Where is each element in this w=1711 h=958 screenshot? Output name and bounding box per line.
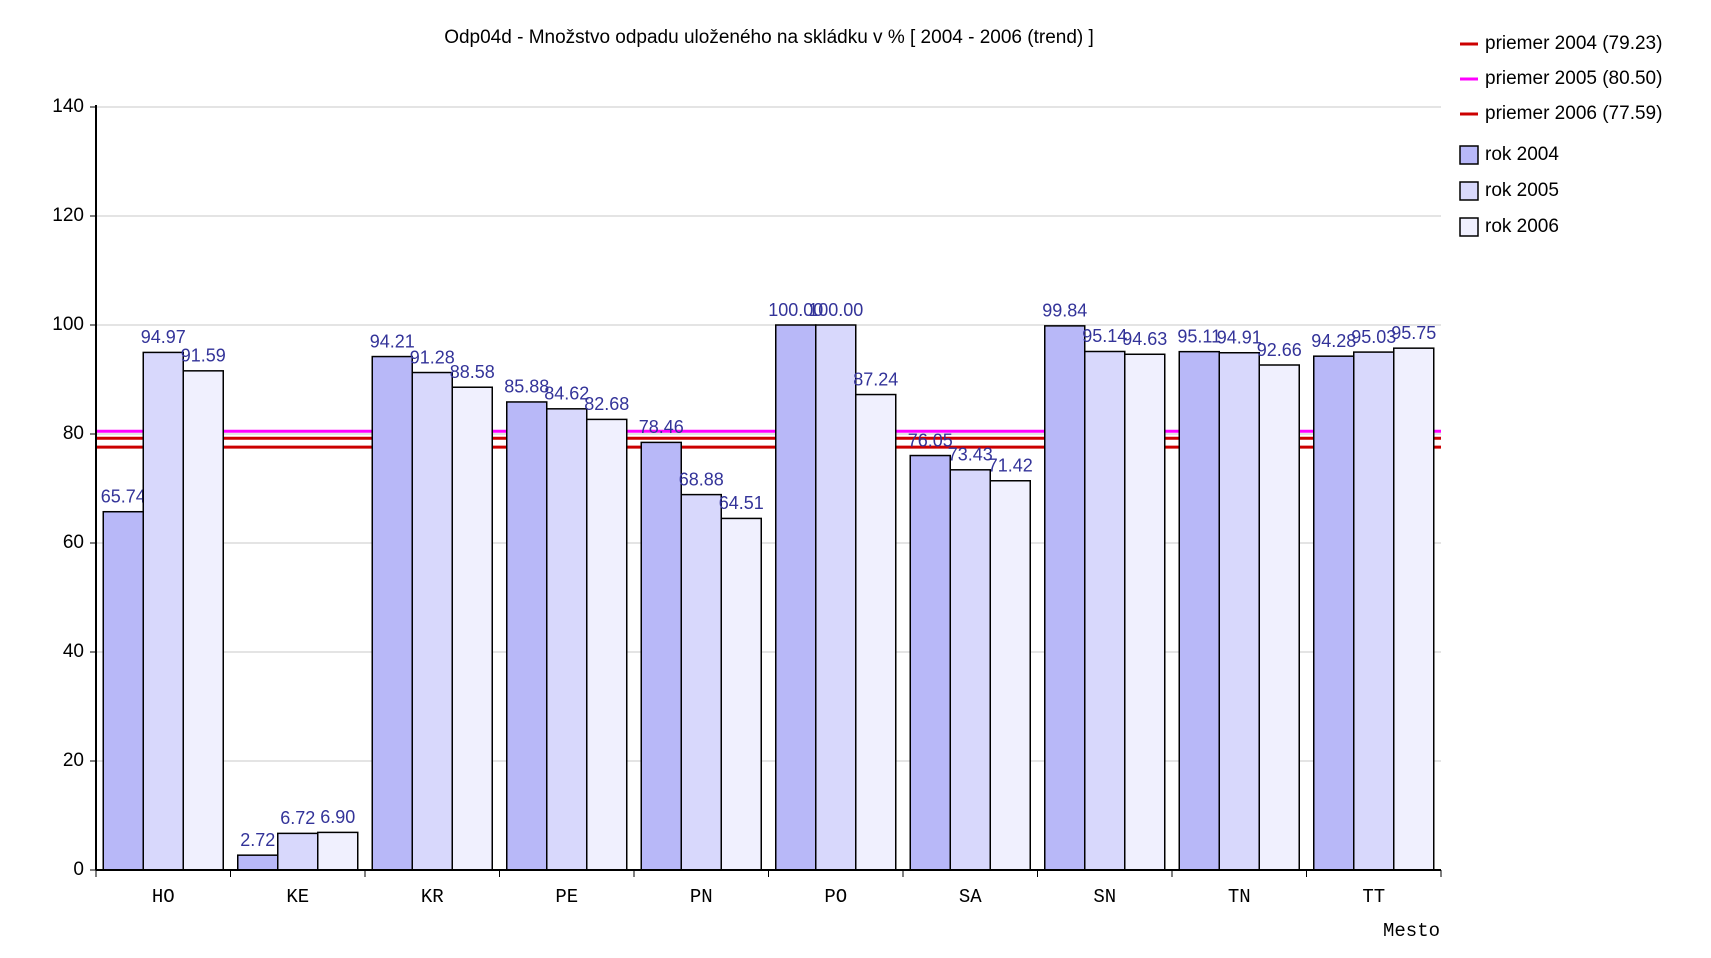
value-label: 84.62: [544, 384, 589, 404]
value-label: 88.58: [450, 362, 495, 382]
value-label: 78.46: [639, 417, 684, 437]
value-label: 100.00: [808, 300, 863, 320]
bar: [1353, 351, 1395, 871]
bar: [546, 408, 588, 871]
y-tick-label: 40: [63, 641, 84, 662]
bar: [102, 510, 144, 871]
bar: [237, 854, 279, 871]
bar: [720, 517, 762, 871]
value-label: 94.28: [1311, 331, 1356, 351]
value-label: 6.72: [280, 808, 315, 828]
bar: [411, 371, 453, 871]
legend-label: rok 2006: [1485, 216, 1559, 237]
bar: [855, 393, 897, 871]
x-tick-label: TN: [1228, 886, 1251, 908]
value-label: 94.91: [1217, 327, 1262, 347]
chart-title: Odp04d - Množstvo odpadu uloženého na sk…: [444, 27, 1094, 48]
value-label: 94.97: [141, 327, 186, 347]
value-label: 91.59: [181, 346, 226, 366]
y-tick-label: 20: [63, 750, 84, 771]
value-label: 95.75: [1391, 323, 1436, 343]
value-label: 6.90: [320, 807, 355, 827]
bar: [317, 831, 359, 871]
value-label: 76.05: [908, 430, 953, 450]
bar: [1178, 350, 1220, 871]
y-tick-label: 80: [63, 423, 84, 444]
legend-label: priemer 2005 (80.50): [1485, 68, 1662, 89]
bar: [371, 355, 413, 871]
bar: [1084, 350, 1126, 871]
bar: [1258, 364, 1300, 871]
bar: [1313, 355, 1355, 871]
x-tick-label: HO: [152, 886, 175, 908]
bar: [1124, 353, 1166, 871]
x-tick-label: PO: [824, 886, 847, 908]
x-tick-label: PE: [555, 886, 578, 908]
value-label: 94.63: [1122, 329, 1167, 349]
value-label: 73.43: [948, 445, 993, 465]
legend-swatch: [1459, 181, 1479, 201]
y-tick-label: 0: [73, 859, 84, 880]
legend-label: rok 2004: [1485, 144, 1559, 165]
value-label: 68.88: [679, 469, 724, 489]
legend-swatch: [1459, 217, 1479, 237]
y-tick-label: 140: [52, 96, 84, 117]
y-tick-label: 120: [52, 205, 84, 226]
value-label: 87.24: [853, 369, 898, 389]
x-tick-label: PN: [690, 886, 713, 908]
value-label: 71.42: [988, 456, 1033, 476]
legend-label: rok 2005: [1485, 180, 1559, 201]
y-tick-label: 100: [52, 314, 84, 335]
bar: [815, 324, 857, 871]
value-label: 64.51: [719, 493, 764, 513]
bar: [182, 370, 224, 871]
value-label: 65.74: [101, 486, 146, 506]
legend-label: priemer 2006 (77.59): [1485, 103, 1662, 124]
bar: [775, 324, 817, 871]
x-axis-label: Mesto: [1383, 920, 1440, 942]
bar: [909, 454, 951, 871]
x-tick-label: SN: [1093, 886, 1116, 908]
value-label: 82.68: [584, 394, 629, 414]
value-label: 95.11: [1177, 326, 1221, 346]
bar: [680, 493, 722, 871]
x-tick-label: KE: [286, 886, 309, 908]
bar: [142, 351, 184, 871]
y-tick-label: 60: [63, 532, 84, 553]
legend-swatch: [1459, 145, 1479, 165]
value-label: 94.21: [370, 331, 415, 351]
bar: [989, 480, 1031, 871]
value-label: 99.84: [1042, 301, 1087, 321]
x-tick-label: KR: [421, 886, 444, 908]
x-tick-label: TT: [1362, 886, 1385, 908]
bar: [640, 441, 682, 871]
value-label: 95.14: [1082, 326, 1127, 346]
bar: [586, 418, 628, 871]
value-label: 2.72: [240, 830, 275, 850]
bar: [949, 469, 991, 871]
bar: [1218, 351, 1260, 871]
bar: [1044, 325, 1086, 871]
value-label: 85.88: [504, 377, 549, 397]
value-label: 91.28: [410, 347, 455, 367]
value-label: 95.03: [1351, 327, 1396, 347]
x-tick-label: SA: [959, 886, 982, 908]
value-label: 100.00: [768, 300, 823, 320]
bar: [1393, 347, 1435, 871]
legend-label: priemer 2004 (79.23): [1485, 33, 1662, 54]
bar: [506, 401, 548, 871]
value-label: 92.66: [1257, 340, 1302, 360]
bar: [451, 386, 493, 871]
bar: [277, 832, 319, 871]
